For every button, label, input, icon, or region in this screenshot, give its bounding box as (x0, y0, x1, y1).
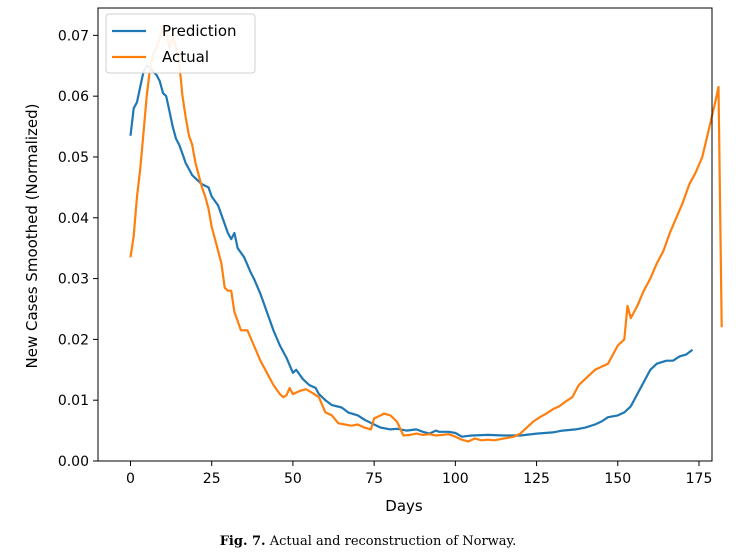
legend: Prediction Actual (105, 13, 256, 74)
x-tick-label: 50 (284, 471, 302, 487)
y-tick-label: 0.07 (58, 28, 89, 44)
legend-box (105, 13, 256, 74)
x-tick-label: 100 (442, 471, 469, 487)
figure-caption: Fig. 7. Actual and reconstruction of Nor… (0, 534, 736, 549)
y-tick-label: 0.06 (58, 89, 89, 105)
axes-frame (97, 7, 713, 462)
x-tick-label: 0 (126, 471, 135, 487)
legend-label-actual: Actual (162, 48, 209, 66)
x-tick-label: 175 (686, 471, 713, 487)
series-line-prediction (129, 64, 694, 438)
x-axis-label: Days (385, 497, 423, 515)
x-tick-label: 125 (523, 471, 550, 487)
y-tick-label: 0.01 (58, 393, 89, 409)
series-lines (129, 25, 723, 443)
y-tick-label: 0.00 (58, 454, 89, 470)
x-tick-label: 75 (365, 471, 383, 487)
y-tick-label: 0.03 (58, 272, 89, 288)
axes: 0 25 50 75 100 125 150 175 0.00 0.01 0.02 0.03 0.04 0… (58, 7, 713, 487)
x-tick-label: 25 (203, 471, 221, 487)
y-tick-label: 0.04 (58, 211, 89, 227)
y-tick-label: 0.05 (58, 150, 89, 166)
legend-label-prediction: Prediction (162, 22, 237, 40)
y-tick-label: 0.02 (58, 332, 89, 348)
x-tick-label: 150 (604, 471, 631, 487)
chart-svg: 0 25 50 75 100 125 150 175 0.00 0.01 0.02 0.03 0.04 0… (23, 7, 723, 515)
caption-text: Actual and reconstruction of Norway. (269, 534, 517, 549)
caption-label: Fig. 7. (219, 534, 266, 549)
series-line-actual (129, 25, 723, 443)
y-axis-label: New Cases Smoothed (Normalized) (23, 104, 41, 369)
